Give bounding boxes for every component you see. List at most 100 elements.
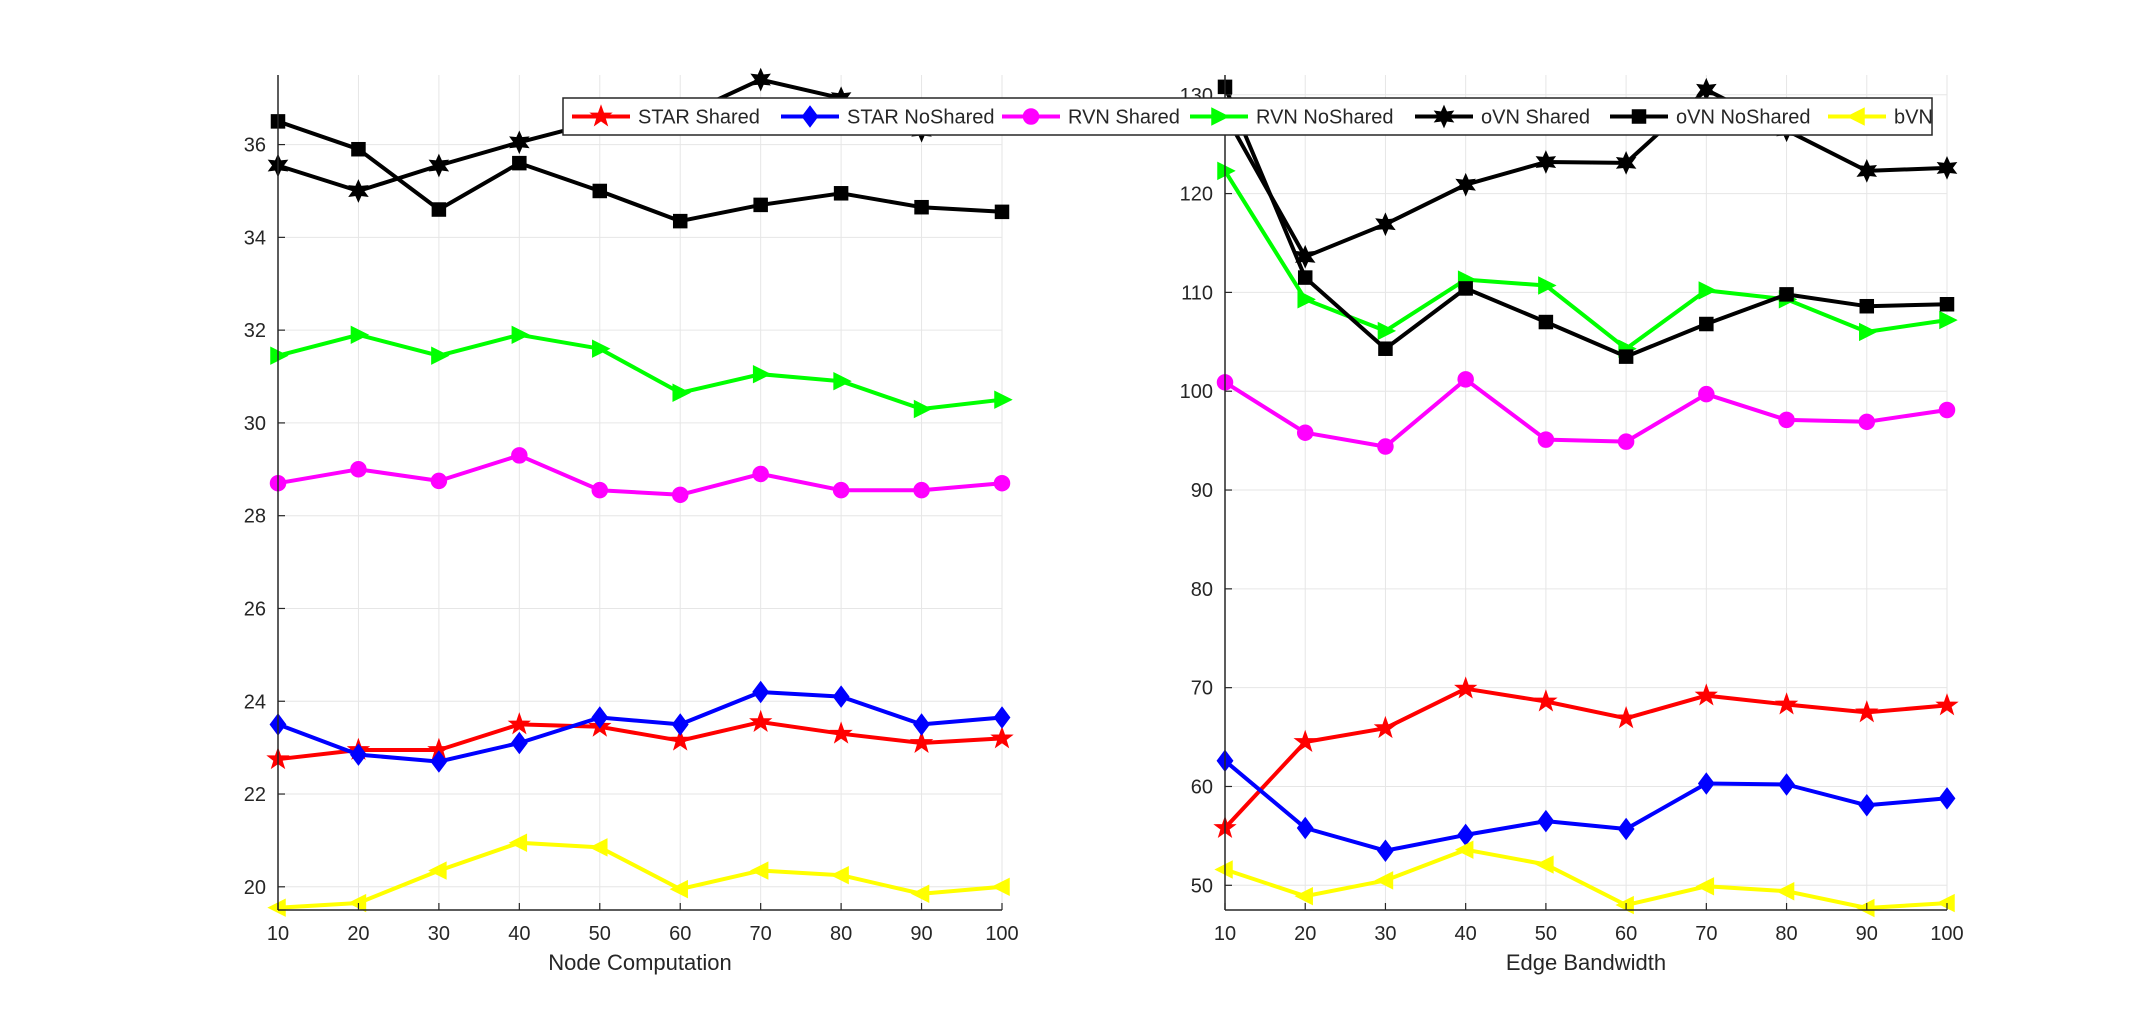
data-point [1698, 281, 1718, 300]
data-point [1694, 683, 1718, 706]
data-point [990, 726, 1014, 749]
series-line-rvn-shared [1223, 377, 1948, 449]
data-point [668, 728, 692, 751]
legend-marker [801, 105, 819, 128]
data-point [752, 465, 769, 483]
legend-marker [1433, 104, 1455, 129]
series-layer [1213, 77, 1959, 918]
data-point [910, 884, 930, 903]
series-line-rvn-noshared [277, 332, 1003, 411]
series-line-star-noshared [277, 690, 1003, 764]
data-point [830, 865, 849, 885]
x-tick-label: 80 [830, 923, 852, 945]
data-point [1778, 773, 1795, 796]
data-point [1537, 431, 1555, 448]
x-tick-label: 40 [1455, 923, 1477, 945]
data-point [1617, 817, 1635, 841]
data-point [672, 383, 691, 402]
data-point [1775, 882, 1795, 901]
data-point [1454, 840, 1474, 859]
series-ovn-noshared [270, 114, 1010, 229]
series-bvn [267, 833, 1010, 917]
data-point [592, 183, 608, 199]
data-point [1296, 424, 1314, 441]
data-point [1295, 244, 1316, 269]
data-point [752, 364, 772, 384]
data-point [1936, 156, 1958, 180]
x-tick-label: 60 [1615, 923, 1637, 945]
data-point [671, 486, 689, 504]
x-tick-label: 100 [985, 923, 1018, 945]
data-point [1294, 886, 1313, 906]
legend-label: RVN Shared [1068, 107, 1180, 129]
data-point [589, 838, 608, 857]
data-point [1614, 706, 1638, 729]
data-point [909, 730, 934, 753]
series-bvn [1214, 840, 1955, 918]
data-point [1699, 316, 1714, 332]
data-point [1859, 298, 1875, 314]
legend-entry-bvn: bVN [1828, 107, 1933, 129]
data-point [1375, 212, 1396, 237]
x-tick-label: 70 [1695, 923, 1717, 945]
data-point [1296, 816, 1314, 840]
data-point [1938, 787, 1956, 810]
data-point [508, 833, 528, 852]
data-point [1939, 310, 1958, 330]
data-point [1377, 438, 1394, 455]
data-point [1538, 276, 1557, 295]
legend-label: STAR NoShared [847, 107, 994, 129]
legend-label: oVN Shared [1481, 107, 1590, 129]
x-tick-label: 90 [910, 923, 932, 945]
series-line-star-shared [1223, 686, 1948, 830]
data-point [1293, 729, 1317, 752]
legend: STAR Shared STAR NoShared RVN Shared RVN No… [562, 97, 1933, 136]
data-point [753, 197, 768, 213]
data-point [591, 706, 609, 729]
data-point [350, 743, 367, 766]
axes: 10 20 30 40 50 60 70 80 90 100 20 22 24 26 28 30 32 34 36 [244, 75, 1019, 945]
legend-marker [1211, 107, 1230, 126]
series-star-shared [1213, 676, 1959, 838]
series-star-noshared [1216, 749, 1956, 862]
data-point [1615, 151, 1637, 175]
y-tick-label: 30 [244, 413, 266, 435]
y-tick-label: 100 [1180, 381, 1213, 403]
data-point [431, 202, 447, 217]
legend-entry-rvn-shared: RVN Shared [1002, 107, 1180, 129]
legend-entry-ovn-shared: oVN Shared [1415, 104, 1590, 129]
data-point [752, 680, 770, 704]
data-point [1615, 895, 1634, 915]
legend-entry-ovn-noshared: oVN NoShared [1610, 107, 1811, 129]
y-tick-label: 24 [244, 691, 266, 713]
data-point [1939, 297, 1955, 312]
data-point [592, 339, 611, 358]
data-point [351, 141, 366, 157]
chart-edge-bandwidth: 10 20 30 40 50 60 70 80 90 100 50 60 70 80 90 100 110 120… [1180, 75, 1964, 975]
data-point [267, 898, 286, 917]
data-point [832, 481, 850, 499]
y-tick-label: 26 [244, 598, 266, 620]
data-point [1856, 898, 1875, 918]
y-tick-label: 70 [1191, 678, 1213, 700]
data-point [509, 130, 530, 155]
x-tick-label: 100 [1930, 923, 1963, 945]
y-tick-label: 22 [244, 784, 266, 806]
y-tick-label: 120 [1180, 184, 1213, 206]
x-tick-label: 80 [1775, 923, 1797, 945]
series-line-ovn-noshared [277, 119, 1003, 224]
data-point [350, 325, 370, 344]
data-point [431, 346, 450, 365]
data-point [1373, 715, 1398, 739]
data-point [1217, 161, 1236, 181]
axes: 10 20 30 40 50 60 70 80 90 100 50 60 70 80 90 100 110 120… [1180, 75, 1964, 945]
legend-marker [1631, 109, 1647, 124]
x-tick-label: 30 [428, 923, 450, 945]
data-point [749, 709, 773, 733]
data-point [1214, 860, 1233, 879]
data-point [672, 213, 688, 229]
chart-node-computation: 10 20 30 40 50 60 70 80 90 100202224262830323436 … [244, 67, 1019, 975]
y-tick-label: 34 [244, 227, 266, 249]
